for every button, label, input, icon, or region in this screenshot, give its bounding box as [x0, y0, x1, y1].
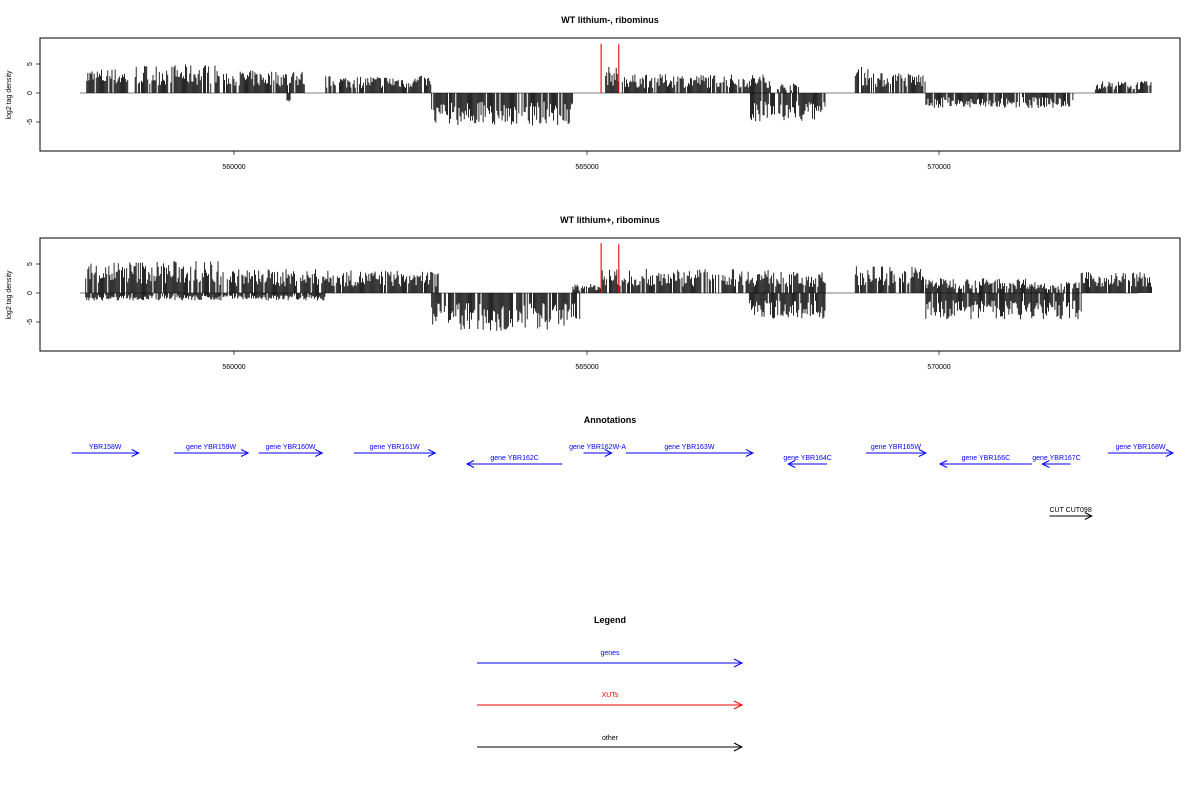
x-tick-label: 565000 [575, 164, 598, 171]
arrow-head-icon [131, 449, 140, 457]
feature-label: gene YBR160W [265, 444, 315, 451]
feature-label: gene YBR162W-A [569, 444, 626, 451]
y-tick-label: -5 [27, 319, 34, 325]
feature-label: gene YBR164C [783, 455, 832, 462]
feature-label: gene YBR159W [186, 444, 236, 451]
arrow-head-icon [733, 658, 744, 668]
annotations-title: Annotations [584, 415, 637, 425]
arrow-head-icon [604, 449, 613, 457]
annotations-track: Annotations YBR158W gene YBR159W gene YBR1… [71, 415, 1175, 520]
annotation-feature: gene YBR168W [1108, 444, 1175, 457]
feature-label: gene YBR168W [1115, 444, 1165, 451]
y-axis-label: log2 tag density [6, 70, 13, 120]
legend-item-genes: genes [477, 650, 744, 668]
arrow-head-icon [315, 449, 324, 457]
x-tick-label: 565000 [575, 364, 598, 371]
panel-title: WT lithium+, ribominus [560, 215, 660, 225]
annotation-feature: gene YBR159W [173, 444, 250, 457]
y-axis-ticks: 5 0 -5 [27, 62, 40, 125]
plot-frame [39, 37, 1181, 152]
panel-title: WT lithium-, ribominus [561, 15, 659, 25]
annotation-feature: gene YBR160W [258, 444, 324, 457]
arrow-head-icon [787, 460, 796, 468]
annotation-features: YBR158W gene YBR159W gene YBR160W gene YBR1… [71, 444, 1175, 520]
arrow-head-icon [240, 449, 250, 457]
density-panel-lithium-minus: WT lithium-, ribominus 560000 565000 570… [6, 15, 1181, 171]
annotation-feature: gene YBR162C [465, 455, 563, 468]
legend-label: genes [600, 650, 620, 657]
arrow-head-icon [918, 449, 927, 457]
y-tick-label: 0 [27, 91, 34, 95]
density-bars [86, 43, 1152, 126]
arrow-head-icon [1165, 449, 1175, 457]
annotation-feature: gene YBR164C [783, 455, 832, 468]
annotation-feature: YBR158W [71, 444, 140, 457]
feature-label: gene YBR161W [370, 444, 420, 451]
density-bars [85, 243, 1152, 331]
arrow-head-icon [938, 460, 948, 468]
annotation-feature: gene YBR163W [625, 444, 755, 457]
feature-label: gene YBR162C [490, 455, 539, 462]
y-axis-ticks: 5 0 -5 [27, 262, 40, 325]
x-tick-label: 560000 [222, 364, 245, 371]
y-tick-label: 5 [27, 262, 34, 266]
x-tick-label: 570000 [927, 164, 950, 171]
annotation-feature: gene YBR162W-A [569, 444, 626, 457]
annotation-feature: gene YBR165W [865, 444, 927, 457]
x-tick-label: 560000 [222, 164, 245, 171]
legend-label: other [602, 735, 619, 742]
feature-label: gene YBR165W [871, 444, 921, 451]
feature-label: gene YBR166C [962, 455, 1011, 462]
arrow-head-icon [733, 700, 744, 710]
legend: Legend genes XUTs other [477, 615, 744, 752]
arrow-head-icon [1041, 460, 1050, 468]
annotation-feature: gene YBR167C [1032, 455, 1081, 468]
x-axis-ticks: 560000 565000 570000 [222, 151, 951, 171]
legend-item-xuts: XUTs [477, 692, 744, 710]
y-tick-label: 5 [27, 62, 34, 66]
arrow-head-icon [427, 449, 437, 457]
legend-item-other: other [477, 735, 744, 752]
annotation-feature: CUT CUT098 [1049, 507, 1093, 520]
plot-frame [39, 237, 1181, 352]
legend-title: Legend [594, 615, 626, 625]
feature-label: YBR158W [89, 444, 122, 451]
arrow-head-icon [745, 449, 755, 457]
y-tick-label: -5 [27, 119, 34, 125]
x-tick-label: 570000 [927, 364, 950, 371]
arrow-head-icon [465, 460, 475, 468]
x-axis-ticks: 560000 565000 570000 [222, 351, 951, 371]
y-tick-label: 0 [27, 291, 34, 295]
arrow-head-icon [733, 742, 744, 752]
arrow-head-icon [1084, 512, 1093, 520]
feature-label: gene YBR163W [664, 444, 714, 451]
y-axis-label: log2 tag density [6, 270, 13, 320]
feature-label: gene YBR167C [1032, 455, 1081, 462]
annotation-feature: gene YBR161W [354, 444, 437, 457]
feature-label: CUT CUT098 [1049, 507, 1091, 514]
legend-label: XUTs [602, 692, 619, 699]
annotation-feature: gene YBR166C [938, 455, 1032, 468]
density-panel-lithium-plus: WT lithium+, ribominus 560000 565000 570… [6, 215, 1181, 371]
